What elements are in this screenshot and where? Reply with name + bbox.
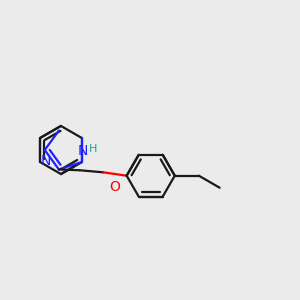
Text: N: N (40, 154, 51, 168)
Text: O: O (110, 180, 121, 194)
Text: N: N (77, 144, 88, 158)
Text: H: H (89, 144, 97, 154)
